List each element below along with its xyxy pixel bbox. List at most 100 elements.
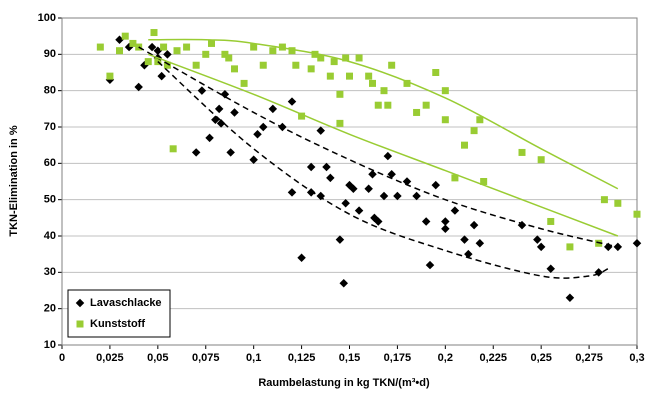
point bbox=[326, 173, 335, 183]
x-tick-label: 0,075 bbox=[192, 352, 220, 364]
point bbox=[169, 145, 177, 153]
point bbox=[287, 97, 297, 106]
point bbox=[106, 72, 114, 80]
point bbox=[216, 119, 226, 128]
legend-box bbox=[67, 289, 171, 338]
point bbox=[403, 79, 411, 87]
point bbox=[533, 235, 542, 244]
point bbox=[384, 101, 392, 109]
legend-marker bbox=[75, 298, 85, 308]
point bbox=[441, 224, 450, 233]
point bbox=[183, 43, 191, 51]
point bbox=[387, 169, 396, 179]
point bbox=[316, 126, 325, 135]
y-tick-label: 60 bbox=[44, 157, 56, 169]
point bbox=[431, 180, 440, 190]
x-tick-label: 0 bbox=[59, 352, 65, 364]
point bbox=[547, 217, 555, 225]
point bbox=[134, 82, 143, 92]
point bbox=[336, 119, 344, 127]
point bbox=[259, 122, 268, 132]
point bbox=[470, 127, 478, 135]
point bbox=[205, 133, 214, 143]
point bbox=[153, 46, 163, 55]
point bbox=[191, 148, 201, 157]
y-tick-label: 100 bbox=[38, 12, 56, 24]
x-tick-label: 0,225 bbox=[479, 352, 507, 364]
point bbox=[413, 108, 421, 116]
point bbox=[225, 54, 233, 62]
point bbox=[288, 47, 296, 55]
point bbox=[460, 235, 469, 244]
point bbox=[163, 61, 171, 69]
point bbox=[412, 191, 421, 201]
point bbox=[144, 58, 152, 66]
point bbox=[226, 148, 235, 157]
point bbox=[202, 50, 210, 58]
point bbox=[354, 206, 364, 215]
point bbox=[240, 79, 248, 87]
point bbox=[268, 104, 278, 114]
point bbox=[115, 35, 124, 45]
point bbox=[250, 43, 258, 51]
point bbox=[287, 188, 297, 197]
point bbox=[565, 293, 575, 303]
x-axis-label: Raumbelastung in kg TKN/(m³•d) bbox=[258, 377, 430, 389]
x-tick-label: 0,15 bbox=[339, 352, 360, 364]
point bbox=[326, 72, 334, 80]
point bbox=[537, 156, 545, 164]
y-tick-label: 20 bbox=[44, 303, 56, 315]
point bbox=[259, 61, 267, 69]
x-tick-label: 0,3 bbox=[629, 352, 644, 364]
point bbox=[147, 42, 157, 52]
x-tick-label: 0,125 bbox=[288, 352, 316, 364]
fit-curve bbox=[148, 38, 619, 190]
point bbox=[220, 90, 230, 99]
y-axis-label: TKN-Elimination in % bbox=[8, 125, 20, 236]
point bbox=[600, 196, 608, 204]
point bbox=[341, 199, 350, 208]
point bbox=[365, 72, 373, 80]
point bbox=[380, 87, 388, 95]
point bbox=[393, 191, 402, 201]
point bbox=[422, 101, 430, 109]
point bbox=[214, 104, 224, 114]
y-tick-label: 70 bbox=[44, 121, 56, 133]
point bbox=[441, 87, 449, 95]
point bbox=[388, 61, 396, 69]
point bbox=[369, 79, 376, 87]
y-tick-label: 50 bbox=[44, 194, 56, 206]
point bbox=[614, 199, 622, 207]
point bbox=[480, 178, 488, 185]
point bbox=[461, 141, 468, 149]
point bbox=[306, 188, 316, 197]
point bbox=[208, 39, 215, 47]
point bbox=[632, 239, 642, 248]
point bbox=[121, 32, 129, 40]
y-tick-label: 90 bbox=[44, 48, 56, 60]
point bbox=[441, 217, 450, 226]
point bbox=[157, 71, 166, 81]
fit-curve bbox=[157, 61, 609, 279]
point bbox=[349, 184, 358, 194]
y-tick-label: 30 bbox=[44, 266, 56, 278]
point bbox=[546, 264, 555, 273]
point bbox=[306, 162, 316, 172]
point bbox=[307, 65, 315, 73]
fit-curve bbox=[147, 53, 619, 237]
point bbox=[278, 43, 286, 51]
fit-curve bbox=[138, 46, 619, 248]
point bbox=[298, 112, 306, 120]
point bbox=[469, 220, 479, 230]
point bbox=[336, 90, 344, 98]
x-tick-label: 0,25 bbox=[530, 352, 551, 364]
point bbox=[249, 155, 258, 164]
point bbox=[374, 217, 383, 226]
point bbox=[368, 169, 377, 179]
point bbox=[450, 206, 460, 215]
point bbox=[292, 61, 300, 69]
point bbox=[160, 43, 168, 51]
point bbox=[355, 54, 363, 62]
point bbox=[116, 47, 123, 55]
point bbox=[339, 278, 348, 288]
